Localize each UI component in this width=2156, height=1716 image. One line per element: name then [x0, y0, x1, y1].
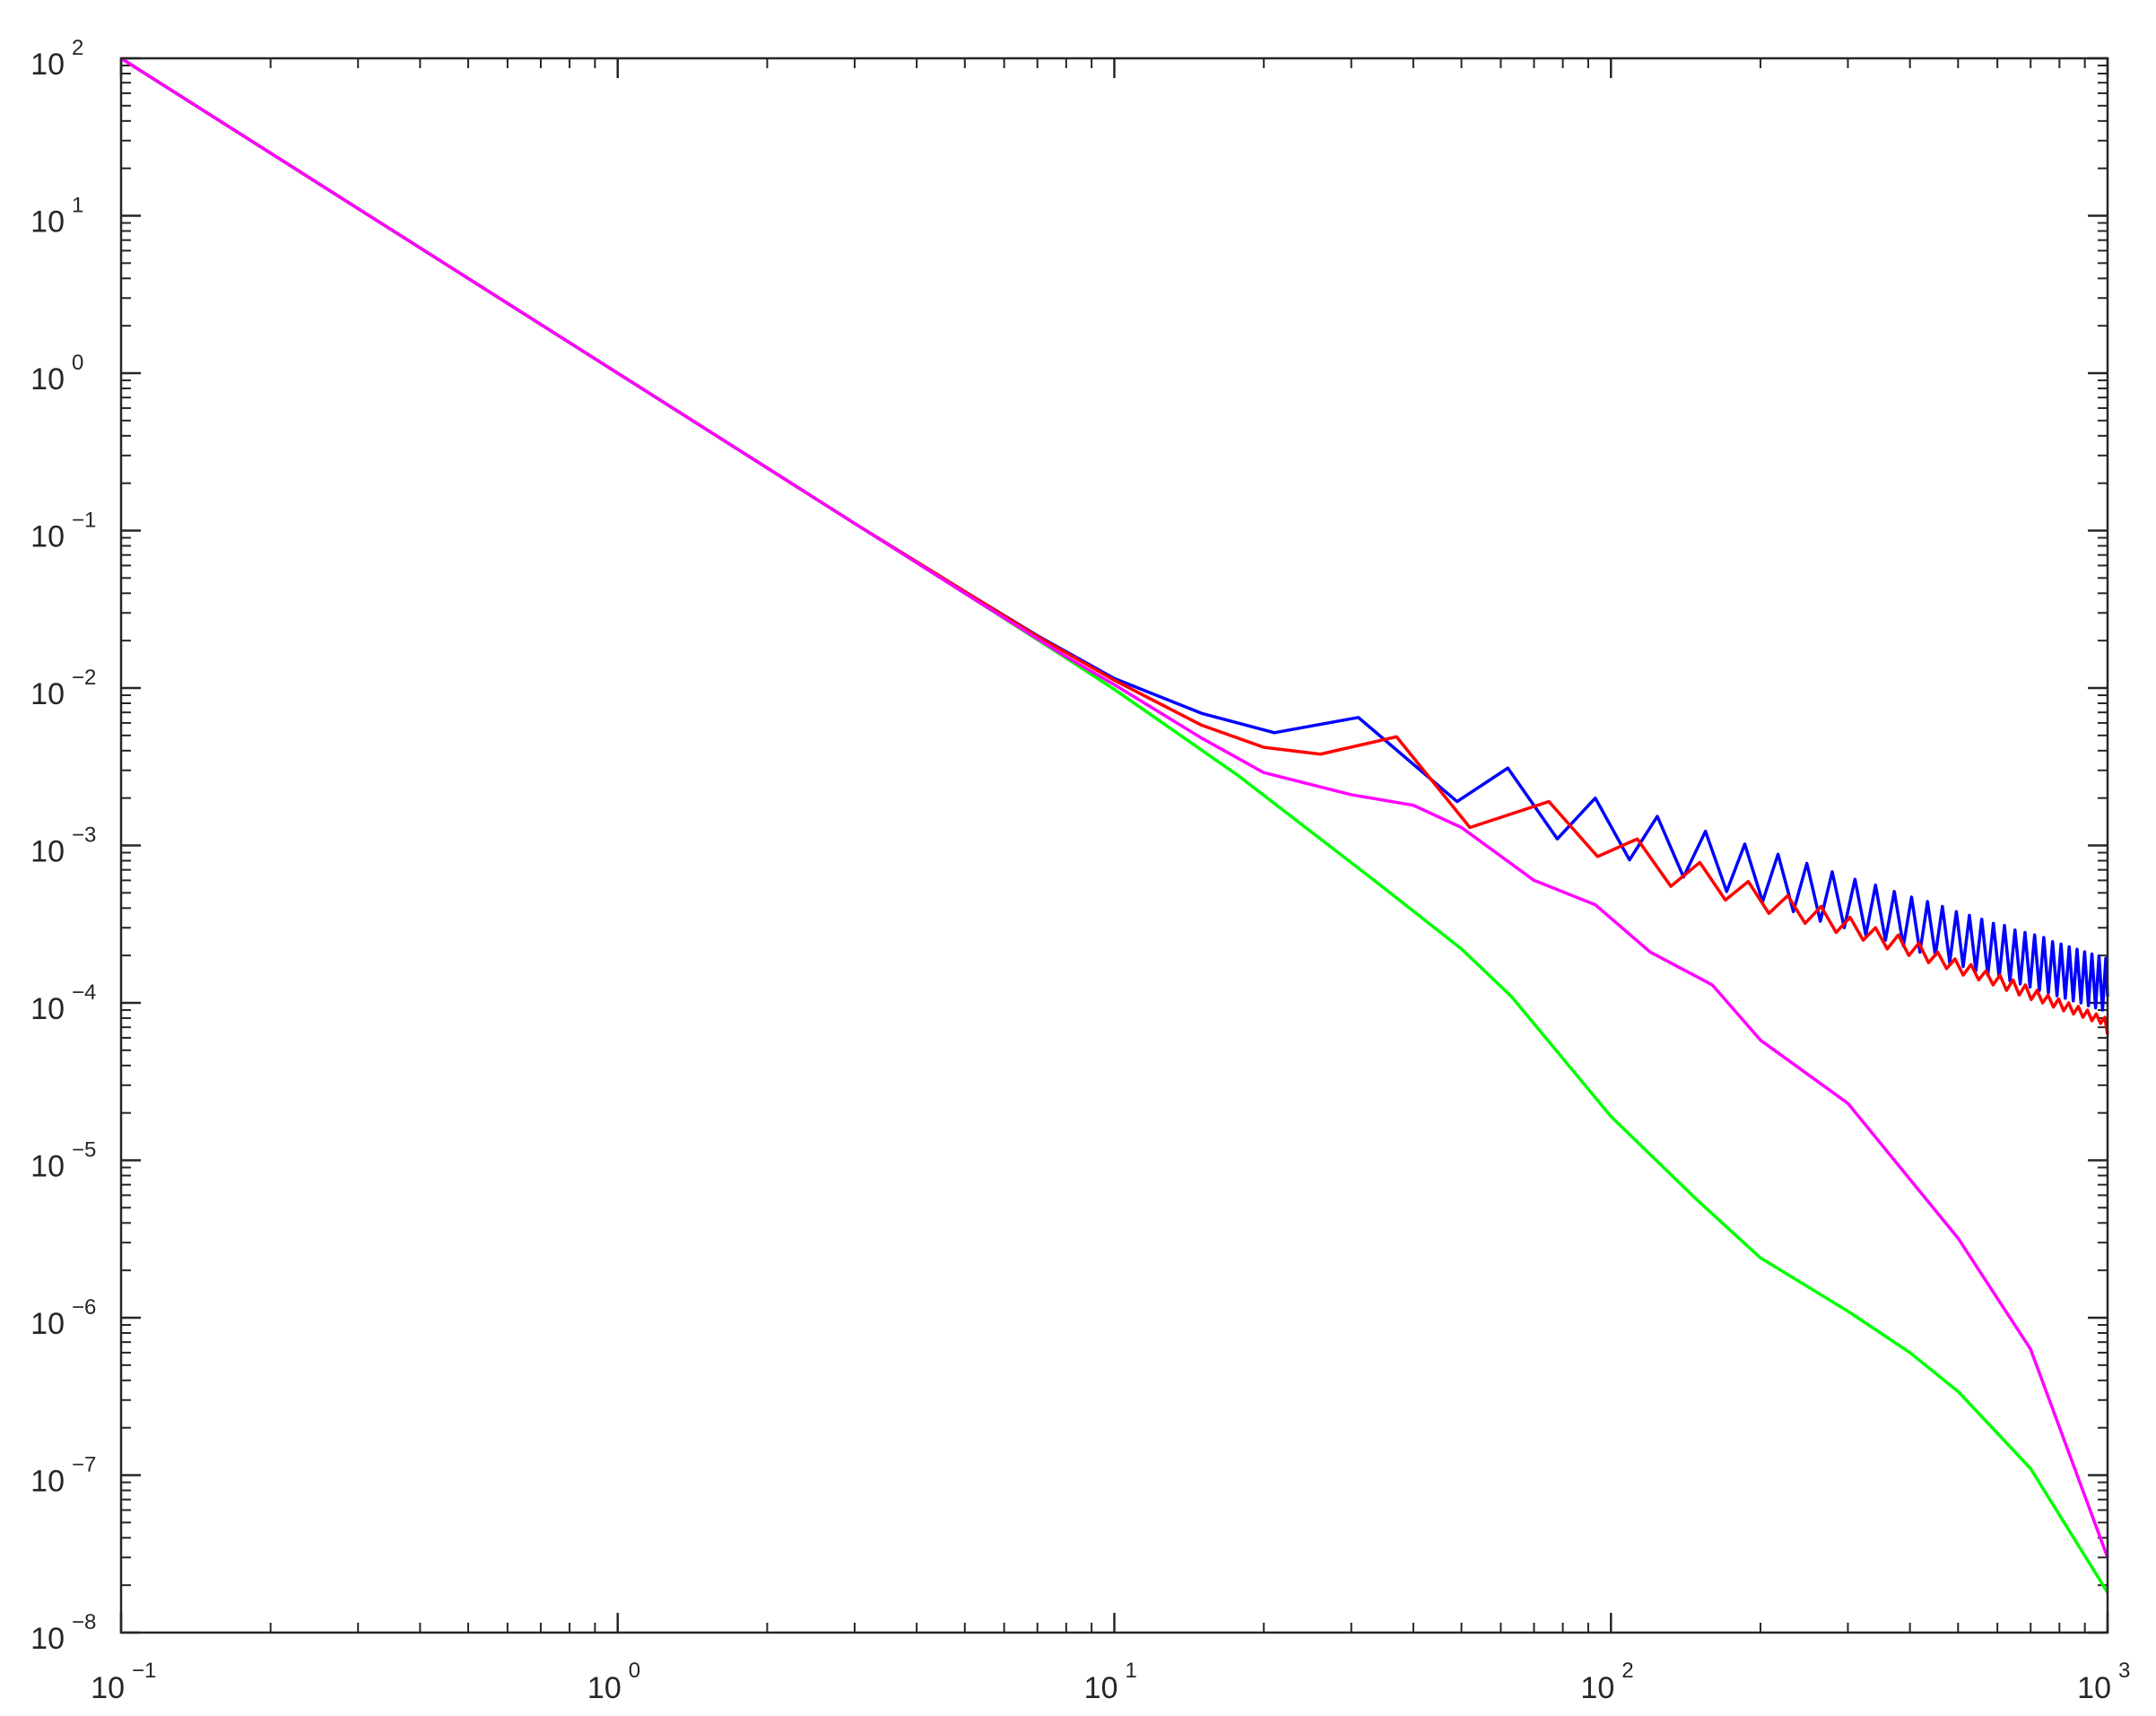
x-tick-label: 10: [1084, 1671, 1118, 1705]
y-tick-label: 10: [30, 1150, 65, 1184]
x-tick-label: 10: [587, 1671, 622, 1705]
x-tick-label: 10: [2077, 1671, 2111, 1705]
y-tick-label: 10: [30, 677, 65, 711]
y-tick-exponent: −6: [72, 1295, 96, 1320]
x-tick-exponent: 1: [1126, 1659, 1137, 1683]
y-tick-label: 10: [30, 205, 65, 240]
y-tick-label: 10: [30, 362, 65, 396]
y-tick-exponent: −5: [72, 1138, 96, 1163]
y-tick-exponent: 1: [72, 194, 83, 218]
y-tick-label: 10: [30, 992, 65, 1026]
y-tick-exponent: −4: [72, 980, 96, 1005]
series-line: [120, 57, 2109, 1035]
y-tick-exponent: −8: [72, 1610, 96, 1634]
y-tick-label: 10: [30, 1622, 65, 1656]
x-tick-label: 10: [1580, 1671, 1614, 1705]
series-line: [120, 57, 2109, 1558]
plot-frame: [119, 57, 2109, 1634]
y-tick-exponent: −3: [72, 823, 96, 848]
y-tick-exponent: −2: [72, 666, 96, 690]
y-tick-label: 10: [30, 48, 65, 82]
series-line: [120, 57, 2109, 1012]
x-tick-exponent: 2: [1621, 1659, 1633, 1683]
y-tick-exponent: 2: [72, 36, 83, 60]
x-tick-exponent: −1: [132, 1659, 156, 1683]
x-tick-exponent: 0: [629, 1659, 640, 1683]
x-tick-label: 10: [91, 1671, 125, 1705]
y-tick-exponent: −7: [72, 1453, 96, 1477]
y-tick-label: 10: [30, 1307, 65, 1341]
y-tick-exponent: 0: [72, 351, 83, 375]
y-tick-label: 10: [30, 1465, 65, 1499]
y-tick-label: 10: [30, 520, 65, 554]
y-tick-exponent: −1: [72, 509, 96, 533]
y-tick-label: 10: [30, 835, 65, 869]
x-tick-exponent: 3: [2118, 1659, 2130, 1683]
